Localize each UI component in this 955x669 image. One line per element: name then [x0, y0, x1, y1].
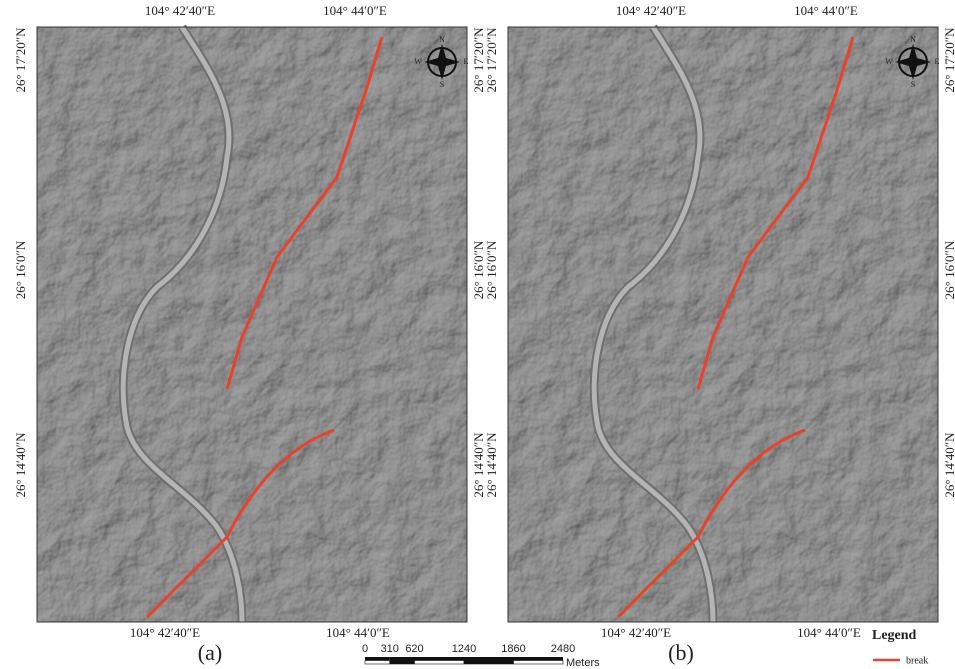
longitude-label: 104° 42′40″E — [601, 625, 671, 640]
compass-e: E — [464, 57, 469, 66]
scale-segment — [365, 661, 390, 665]
figure: N S W E 104° 42′40″E 104° 42′40″E 104° 44′0″E 1… — [0, 0, 955, 669]
scale-segment — [365, 657, 390, 661]
hillshade-map — [37, 27, 467, 622]
compass-w: W — [414, 57, 422, 66]
scale-bar: 0 310 620 1240 1860 2480 Meters — [362, 643, 600, 669]
scale-segment — [415, 661, 465, 665]
scale-tick-label: 310 — [381, 643, 399, 655]
latitude-label: 26° 14′40″N — [484, 432, 499, 498]
compass-s: S — [440, 80, 444, 89]
scale-tick-label: 2480 — [551, 643, 575, 655]
scale-unit: Meters — [566, 657, 600, 669]
longitude-label: 104° 42′40″E — [616, 3, 686, 18]
latitude-label: 26° 17′20″N — [484, 27, 499, 93]
hillshade-map — [508, 27, 938, 622]
map-panels: N S W E 104° 42′40″E 104° 42′40″E 104° 44′0″E 1… — [13, 3, 955, 640]
compass-n: N — [910, 35, 916, 44]
scale-segment — [464, 657, 514, 661]
scale-tick-label: 0 — [362, 643, 368, 655]
latitude-label: 26° 16′0″N — [942, 240, 955, 299]
scale-segment — [514, 661, 564, 665]
latitude-label: 26° 16′0″N — [484, 240, 499, 299]
scale-segment — [514, 657, 564, 661]
panel-label: (b) — [668, 640, 694, 665]
longitude-label: 104° 44′0″E — [323, 3, 387, 18]
longitude-label: 104° 44′0″E — [797, 625, 861, 640]
longitude-label: 104° 42′40″E — [130, 625, 200, 640]
scale-segment — [464, 661, 514, 665]
map-panel: N S W E 104° 42′40″E 104° 42′40″E 104° 44′0″E 1… — [13, 3, 486, 640]
scale-tick-label: 620 — [405, 643, 423, 655]
legend-title: Legend — [872, 628, 917, 643]
map-panel: N S W E 104° 42′40″E 104° 42′40″E 104° 44′0″E 1… — [484, 3, 955, 640]
longitude-label: 104° 44′0″E — [794, 3, 858, 18]
latitude-label: 26° 17′20″N — [13, 27, 28, 93]
latitude-label: 26° 14′40″N — [942, 432, 955, 498]
compass-s: S — [911, 80, 915, 89]
latitude-label: 26° 16′0″N — [13, 240, 28, 299]
latitude-label: 26° 14′40″N — [13, 432, 28, 498]
compass-e: E — [935, 57, 940, 66]
scale-segment — [415, 657, 465, 661]
scale-segment — [390, 661, 415, 665]
compass-n: N — [439, 35, 445, 44]
panel-label: (a) — [198, 640, 222, 665]
compass-w: W — [885, 57, 893, 66]
longitude-label: 104° 42′40″E — [145, 3, 215, 18]
legend-label: break — [906, 655, 928, 666]
latitude-label: 26° 17′20″N — [942, 27, 955, 93]
scale-tick-label: 1240 — [452, 643, 476, 655]
scale-tick-label: 1860 — [501, 643, 525, 655]
scale-segment — [390, 657, 415, 661]
longitude-label: 104° 44′0″E — [326, 625, 390, 640]
